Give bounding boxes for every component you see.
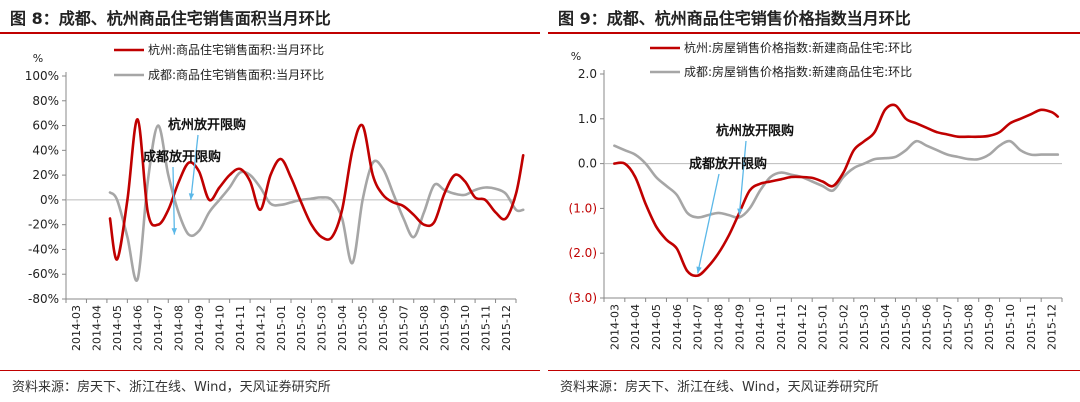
y-tick-label: 2.0 [578, 67, 597, 81]
y-tick-label: 100% [25, 69, 59, 83]
x-tick-label: 2015-07 [398, 305, 411, 351]
x-tick-label: 2014-08 [713, 304, 726, 350]
legend-label: 成都:商品住宅销售面积:当月环比 [148, 67, 324, 82]
series-line-chengdu [108, 124, 525, 282]
y-tick-label: -80% [28, 292, 59, 306]
x-tick-label: 2015-10 [459, 305, 472, 351]
x-tick-label: 2014-05 [650, 304, 663, 350]
x-tick-label: 2014-10 [754, 304, 767, 350]
annotation-arrowhead [696, 266, 702, 274]
annotation-arrow [697, 173, 720, 274]
x-tick-label: 2015-02 [295, 305, 308, 351]
x-tick-label: 2015-06 [377, 305, 390, 351]
y-tick-label: 80% [32, 94, 59, 108]
x-tick-label: 2015-05 [900, 304, 913, 350]
x-tick-label: 2015-04 [879, 304, 892, 350]
y-tick-label: 0.0 [578, 157, 597, 171]
x-tick-label: 2015-11 [1025, 304, 1038, 350]
figure-9-source: 资料来源：房天下、浙江在线、Wind，天风证券研究所 [560, 380, 879, 395]
figure-8-source: 资料来源：房天下、浙江在线、Wind，天风证券研究所 [12, 380, 331, 395]
figure-8-panel: 图 8：成都、杭州商品住宅销售面积当月环比 % 100% 80% 60% 40% 20% 0… [0, 9, 540, 395]
y-unit-label: % [571, 50, 581, 63]
x-tick-label: 2014-12 [254, 305, 267, 351]
x-tick-label: 2014-07 [692, 304, 705, 350]
y-tick-label: 1.0 [578, 112, 597, 126]
x-tick-label: 2014-03 [70, 305, 83, 351]
x-tick-label: 2014-04 [629, 304, 642, 350]
annotation-arrow [172, 166, 176, 235]
x-tick-label: 2014-06 [132, 305, 145, 351]
figure-9-chart: % 2.0 1.0 0.0 (1.0) (2.0) (3.0) 2014-03 2014-04 2… [569, 40, 1063, 350]
x-tick-label: 2015-05 [357, 305, 370, 351]
series-line-hangzhou [613, 103, 1060, 278]
figure-8-source-rule [0, 370, 540, 371]
x-tick-label: 2015-09 [438, 305, 451, 351]
legend-label: 杭州:商品住宅销售面积:当月环比 [148, 42, 324, 57]
annotation-arrowhead [737, 208, 743, 216]
x-tick-label: 2015-01 [275, 305, 288, 351]
annotation-arrowhead [171, 228, 177, 235]
x-tick-label: 2014-06 [671, 304, 684, 350]
legend-label: 杭州:房屋销售价格指数:新建商品住宅:环比 [684, 40, 912, 55]
y-tick-label: -40% [28, 242, 59, 256]
y-tick-label: 20% [32, 168, 59, 182]
x-tick-label: 2015-01 [817, 304, 830, 350]
x-tick-label: 2014-03 [608, 304, 621, 350]
y-tick-label: (2.0) [569, 246, 597, 260]
x-tick-label: 2015-12 [1046, 304, 1059, 350]
x-tick-label: 2014-04 [91, 305, 104, 351]
legend-label: 成都:房屋销售价格指数:新建商品住宅:环比 [684, 64, 912, 79]
figure-8-title: 图 8：成都、杭州商品住宅销售面积当月环比 [10, 9, 331, 28]
y-tick-label: 40% [32, 143, 59, 157]
series-line-chengdu [613, 139, 1060, 219]
x-tick-label: 2015-08 [418, 305, 431, 351]
figure-9-panel: 图 9：成都、杭州商品住宅销售价格指数当月环比 % 2.0 1.0 0.0 (1.0) (… [548, 0, 1080, 402]
x-tick-label: 2015-02 [837, 304, 850, 350]
x-tick-label: 2015-07 [942, 304, 955, 350]
figure-8-chart: % 100% 80% 60% 40% 20% 0% -20% -40% -60% -80% 2014-… [25, 42, 525, 351]
x-tick-label: 2014-09 [193, 305, 206, 351]
annotation-arrow [738, 140, 747, 216]
figure-8-title-rule [0, 32, 540, 34]
x-tick-label: 2014-11 [775, 304, 788, 350]
y-tick-label: 0% [40, 193, 59, 207]
x-tick-label: 2015-06 [921, 304, 934, 350]
x-tick-label: 2015-04 [336, 305, 349, 351]
y-tick-label: (3.0) [569, 291, 597, 305]
figure-9-title-rule [548, 32, 1080, 34]
x-tick-label: 2014-10 [213, 305, 226, 351]
x-tick-label: 2015-03 [316, 305, 329, 351]
annotation-label: 杭州放开限购 [716, 123, 794, 139]
x-tick-label: 2014-09 [733, 304, 746, 350]
y-unit-label: % [33, 52, 43, 65]
x-tick-label: 2015-11 [479, 305, 492, 351]
y-tick-label: -20% [28, 218, 59, 232]
x-tick-label: 2015-08 [962, 304, 975, 350]
annotation-label: 杭州放开限购 [168, 117, 246, 133]
x-tick-label: 2014-11 [234, 305, 247, 351]
x-tick-label: 2014-12 [796, 304, 809, 350]
x-tick-label: 2015-09 [983, 304, 996, 350]
x-tick-label: 2014-07 [152, 305, 165, 351]
x-tick-label: 2014-05 [111, 305, 124, 351]
figure-9-source-rule [548, 370, 1080, 371]
annotation-arrowhead [188, 193, 195, 200]
annotation-label: 成都放开限购 [143, 149, 221, 165]
y-tick-label: -60% [28, 267, 59, 281]
annotation-label: 成都放开限购 [689, 156, 767, 172]
x-tick-label: 2015-10 [1004, 304, 1017, 350]
figure-9-title: 图 9：成都、杭州商品住宅销售价格指数当月环比 [558, 9, 911, 28]
annotation-arrow [190, 134, 199, 200]
y-tick-label: (1.0) [569, 201, 597, 215]
x-tick-label: 2015-03 [858, 304, 871, 350]
x-tick-label: 2015-12 [500, 305, 513, 351]
y-tick-label: 60% [32, 119, 59, 133]
x-tick-label: 2014-08 [173, 305, 186, 351]
